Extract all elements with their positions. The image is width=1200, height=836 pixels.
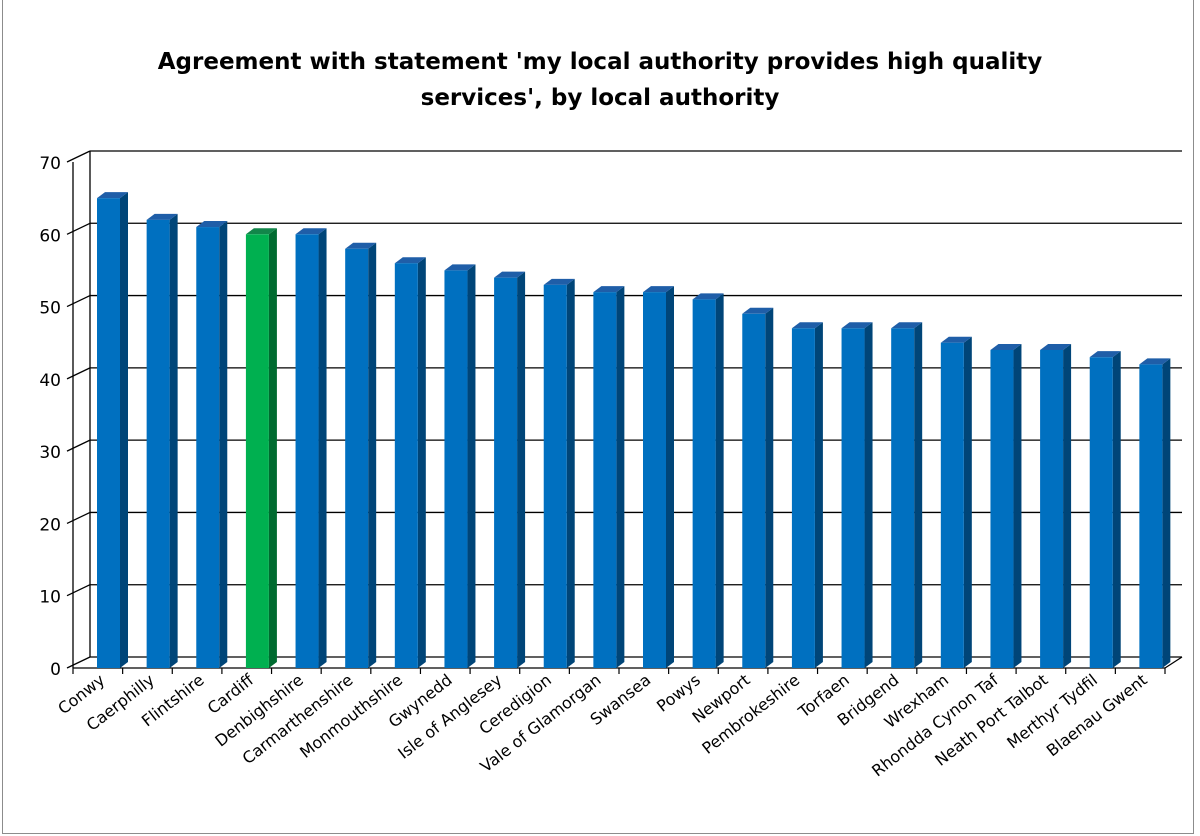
bar	[593, 292, 617, 668]
y-tick-label: 10	[39, 588, 61, 608]
floor-right-edge	[1164, 656, 1183, 669]
bar-side	[517, 271, 526, 668]
bar-side	[1013, 343, 1022, 668]
bar	[494, 277, 518, 668]
bar-top	[1089, 351, 1121, 358]
bar-top	[146, 213, 178, 220]
bar-side	[616, 286, 625, 668]
bar-side	[268, 228, 277, 669]
bar	[394, 263, 418, 668]
bar-side	[120, 192, 128, 668]
bar-side	[1063, 343, 1072, 668]
bar-top	[940, 336, 972, 343]
gridline-depth	[66, 656, 91, 669]
gridline-depth	[66, 511, 91, 525]
bar	[791, 328, 815, 668]
bar-side	[963, 336, 972, 668]
bar-top	[394, 257, 426, 264]
bar	[345, 248, 369, 668]
y-tick-label: 50	[39, 299, 61, 319]
bar-top	[295, 228, 327, 235]
bar-top	[841, 322, 873, 329]
y-tick-label: 40	[39, 371, 61, 391]
bar-top	[1139, 358, 1171, 365]
bar	[742, 313, 766, 668]
bar	[1040, 349, 1064, 668]
bar-top	[1040, 343, 1072, 350]
bar-side	[814, 322, 823, 668]
bar-top	[543, 278, 575, 285]
y-tick-label: 60	[39, 226, 61, 246]
bar	[444, 270, 468, 668]
bar-top	[791, 322, 823, 329]
bar-top	[444, 264, 476, 271]
bar	[990, 349, 1014, 668]
bar-side	[467, 264, 476, 668]
bar-side	[417, 257, 426, 668]
bar	[692, 299, 716, 668]
bar	[1139, 364, 1163, 668]
bar-top	[593, 286, 625, 293]
y-tick-label: 30	[39, 443, 61, 463]
bar-side	[914, 322, 923, 668]
gridline-depth	[66, 222, 91, 235]
bar	[245, 234, 269, 669]
bar-top	[97, 192, 128, 199]
chart-title-line-1: Agreement with statement 'my local autho…	[157, 49, 1043, 75]
bar-side	[864, 322, 873, 668]
bar	[643, 292, 666, 668]
bar-side	[715, 293, 724, 668]
bar-side	[219, 221, 228, 669]
bar	[841, 328, 865, 668]
bar-side	[566, 278, 575, 668]
chart-title: Agreement with statement 'my local autho…	[0, 44, 1200, 116]
bar-side	[169, 213, 178, 669]
bar	[146, 219, 170, 669]
bar	[543, 284, 567, 668]
y-tick-label: 0	[50, 660, 61, 680]
bar-top	[891, 322, 923, 329]
gridline-depth	[66, 367, 91, 380]
chart-title-line-2: services', by local authority	[420, 85, 780, 111]
bar-top	[345, 242, 377, 249]
bar-side	[765, 307, 774, 668]
bar	[1089, 357, 1113, 668]
bar-top	[990, 343, 1022, 350]
bar	[97, 198, 120, 668]
bar-top	[643, 286, 674, 293]
gridline-depth	[66, 584, 91, 597]
bar	[891, 328, 915, 668]
gridline-depth	[66, 294, 91, 308]
bar-side	[1112, 351, 1121, 668]
bar-top	[245, 228, 277, 235]
bar-side	[368, 242, 377, 668]
bar-top	[742, 307, 774, 314]
y-tick-label: 70	[39, 154, 61, 174]
gridline-depth	[66, 439, 91, 452]
bar-side	[318, 228, 327, 669]
bar-top	[692, 293, 724, 300]
bar	[196, 227, 220, 669]
bar	[940, 342, 964, 668]
y-tick-label: 20	[39, 515, 61, 535]
bar-top	[494, 271, 526, 278]
bar-side	[1162, 358, 1171, 668]
gridline-depth	[66, 150, 91, 163]
bar-side	[666, 286, 674, 668]
bar	[295, 234, 319, 669]
bar-top	[196, 221, 228, 228]
